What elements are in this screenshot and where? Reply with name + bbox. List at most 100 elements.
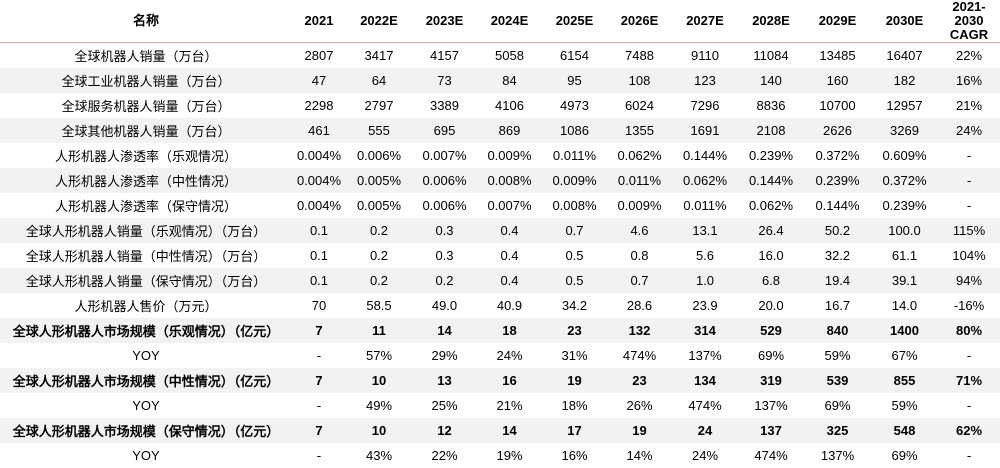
cell: 0.239%: [738, 143, 804, 168]
cell: 0.1: [292, 218, 346, 243]
cell: 8836: [738, 93, 804, 118]
cell: 2797: [346, 93, 412, 118]
row-label: YOY: [0, 343, 292, 368]
cell: 23.9: [672, 293, 738, 318]
cell: 182: [871, 68, 938, 93]
cell: 4973: [542, 93, 607, 118]
cell: 0.4: [477, 243, 542, 268]
cell: 0.1: [292, 268, 346, 293]
cell: 529: [738, 318, 804, 343]
cell: 0.239%: [871, 193, 938, 218]
cell: 69%: [871, 443, 938, 468]
cell: 0.2: [412, 268, 477, 293]
cell: 0.2: [346, 268, 412, 293]
table-row: 人形机器人渗透率（保守情况）0.004%0.005%0.006%0.007%0.…: [0, 193, 1000, 218]
cell: 0.062%: [738, 193, 804, 218]
row-label: 全球工业机器人销量（万台）: [0, 68, 292, 93]
cell: 0.372%: [871, 168, 938, 193]
cell: 12: [412, 418, 477, 443]
cell: 108: [607, 68, 672, 93]
cell: 0.372%: [804, 143, 871, 168]
row-label: 全球人形机器人市场规模（中性情况）（亿元）: [0, 368, 292, 393]
cell: 73: [412, 68, 477, 93]
cell: 7: [292, 318, 346, 343]
cell: 16.0: [738, 243, 804, 268]
cell: 62%: [938, 418, 1000, 443]
cell: 0.004%: [292, 168, 346, 193]
header-cell: 2022E: [346, 0, 412, 43]
cell: 16407: [871, 43, 938, 69]
cell: 69%: [804, 393, 871, 418]
row-label: 人形机器人渗透率（乐观情况）: [0, 143, 292, 168]
cell: 474%: [672, 393, 738, 418]
cell: 6024: [607, 93, 672, 118]
cell: 25%: [412, 393, 477, 418]
cell: 10700: [804, 93, 871, 118]
cell: 2807: [292, 43, 346, 69]
cell: 11: [346, 318, 412, 343]
cell: 9110: [672, 43, 738, 69]
cell: 16%: [542, 443, 607, 468]
cell: 0.239%: [804, 168, 871, 193]
cell: 855: [871, 368, 938, 393]
cell: 115%: [938, 218, 1000, 243]
cell: 49.0: [412, 293, 477, 318]
cell: 19%: [477, 443, 542, 468]
cell: 0.011%: [607, 168, 672, 193]
header-cell: 2026E: [607, 0, 672, 43]
cell: 548: [871, 418, 938, 443]
cell: 132: [607, 318, 672, 343]
cell: 0.007%: [477, 193, 542, 218]
cell: 14: [412, 318, 477, 343]
cell: 4157: [412, 43, 477, 69]
cell: 1355: [607, 118, 672, 143]
cell: 14%: [607, 443, 672, 468]
cell: 19: [542, 368, 607, 393]
cell: 0.009%: [542, 168, 607, 193]
cell: 94%: [938, 268, 1000, 293]
cell: 61.1: [871, 243, 938, 268]
cell: 2298: [292, 93, 346, 118]
cell: 869: [477, 118, 542, 143]
cell: 16: [477, 368, 542, 393]
header-cell: 名称: [0, 0, 292, 43]
cell: 0.8: [607, 243, 672, 268]
cell: -: [938, 143, 1000, 168]
header-cell: 2025E: [542, 0, 607, 43]
cell: 39.1: [871, 268, 938, 293]
row-label: 人形机器人渗透率（中性情况）: [0, 168, 292, 193]
cell: 24%: [938, 118, 1000, 143]
cell: 14.0: [871, 293, 938, 318]
cell: 3389: [412, 93, 477, 118]
cell: 0.005%: [346, 168, 412, 193]
cell: 50.2: [804, 218, 871, 243]
cell: 7: [292, 418, 346, 443]
cell: -16%: [938, 293, 1000, 318]
cell: 3269: [871, 118, 938, 143]
row-label: 全球服务机器人销量（万台）: [0, 93, 292, 118]
cell: 23: [607, 368, 672, 393]
cell: 4.6: [607, 218, 672, 243]
cell: 0.144%: [738, 168, 804, 193]
row-label: 全球机器人销量（万台）: [0, 43, 292, 69]
table-row: 人形机器人渗透率（乐观情况）0.004%0.006%0.007%0.009%0.…: [0, 143, 1000, 168]
cell: 134: [672, 368, 738, 393]
cell: 19.4: [804, 268, 871, 293]
cell: 474%: [607, 343, 672, 368]
cell: 0.1: [292, 243, 346, 268]
cell: 19: [607, 418, 672, 443]
cell: 21%: [938, 93, 1000, 118]
cell: 0.011%: [542, 143, 607, 168]
cell: 1691: [672, 118, 738, 143]
cell: 16%: [938, 68, 1000, 93]
cell: 0.004%: [292, 143, 346, 168]
cell: 0.5: [542, 268, 607, 293]
cell: 22%: [938, 43, 1000, 69]
cell: 13485: [804, 43, 871, 69]
cell: 0.144%: [672, 143, 738, 168]
